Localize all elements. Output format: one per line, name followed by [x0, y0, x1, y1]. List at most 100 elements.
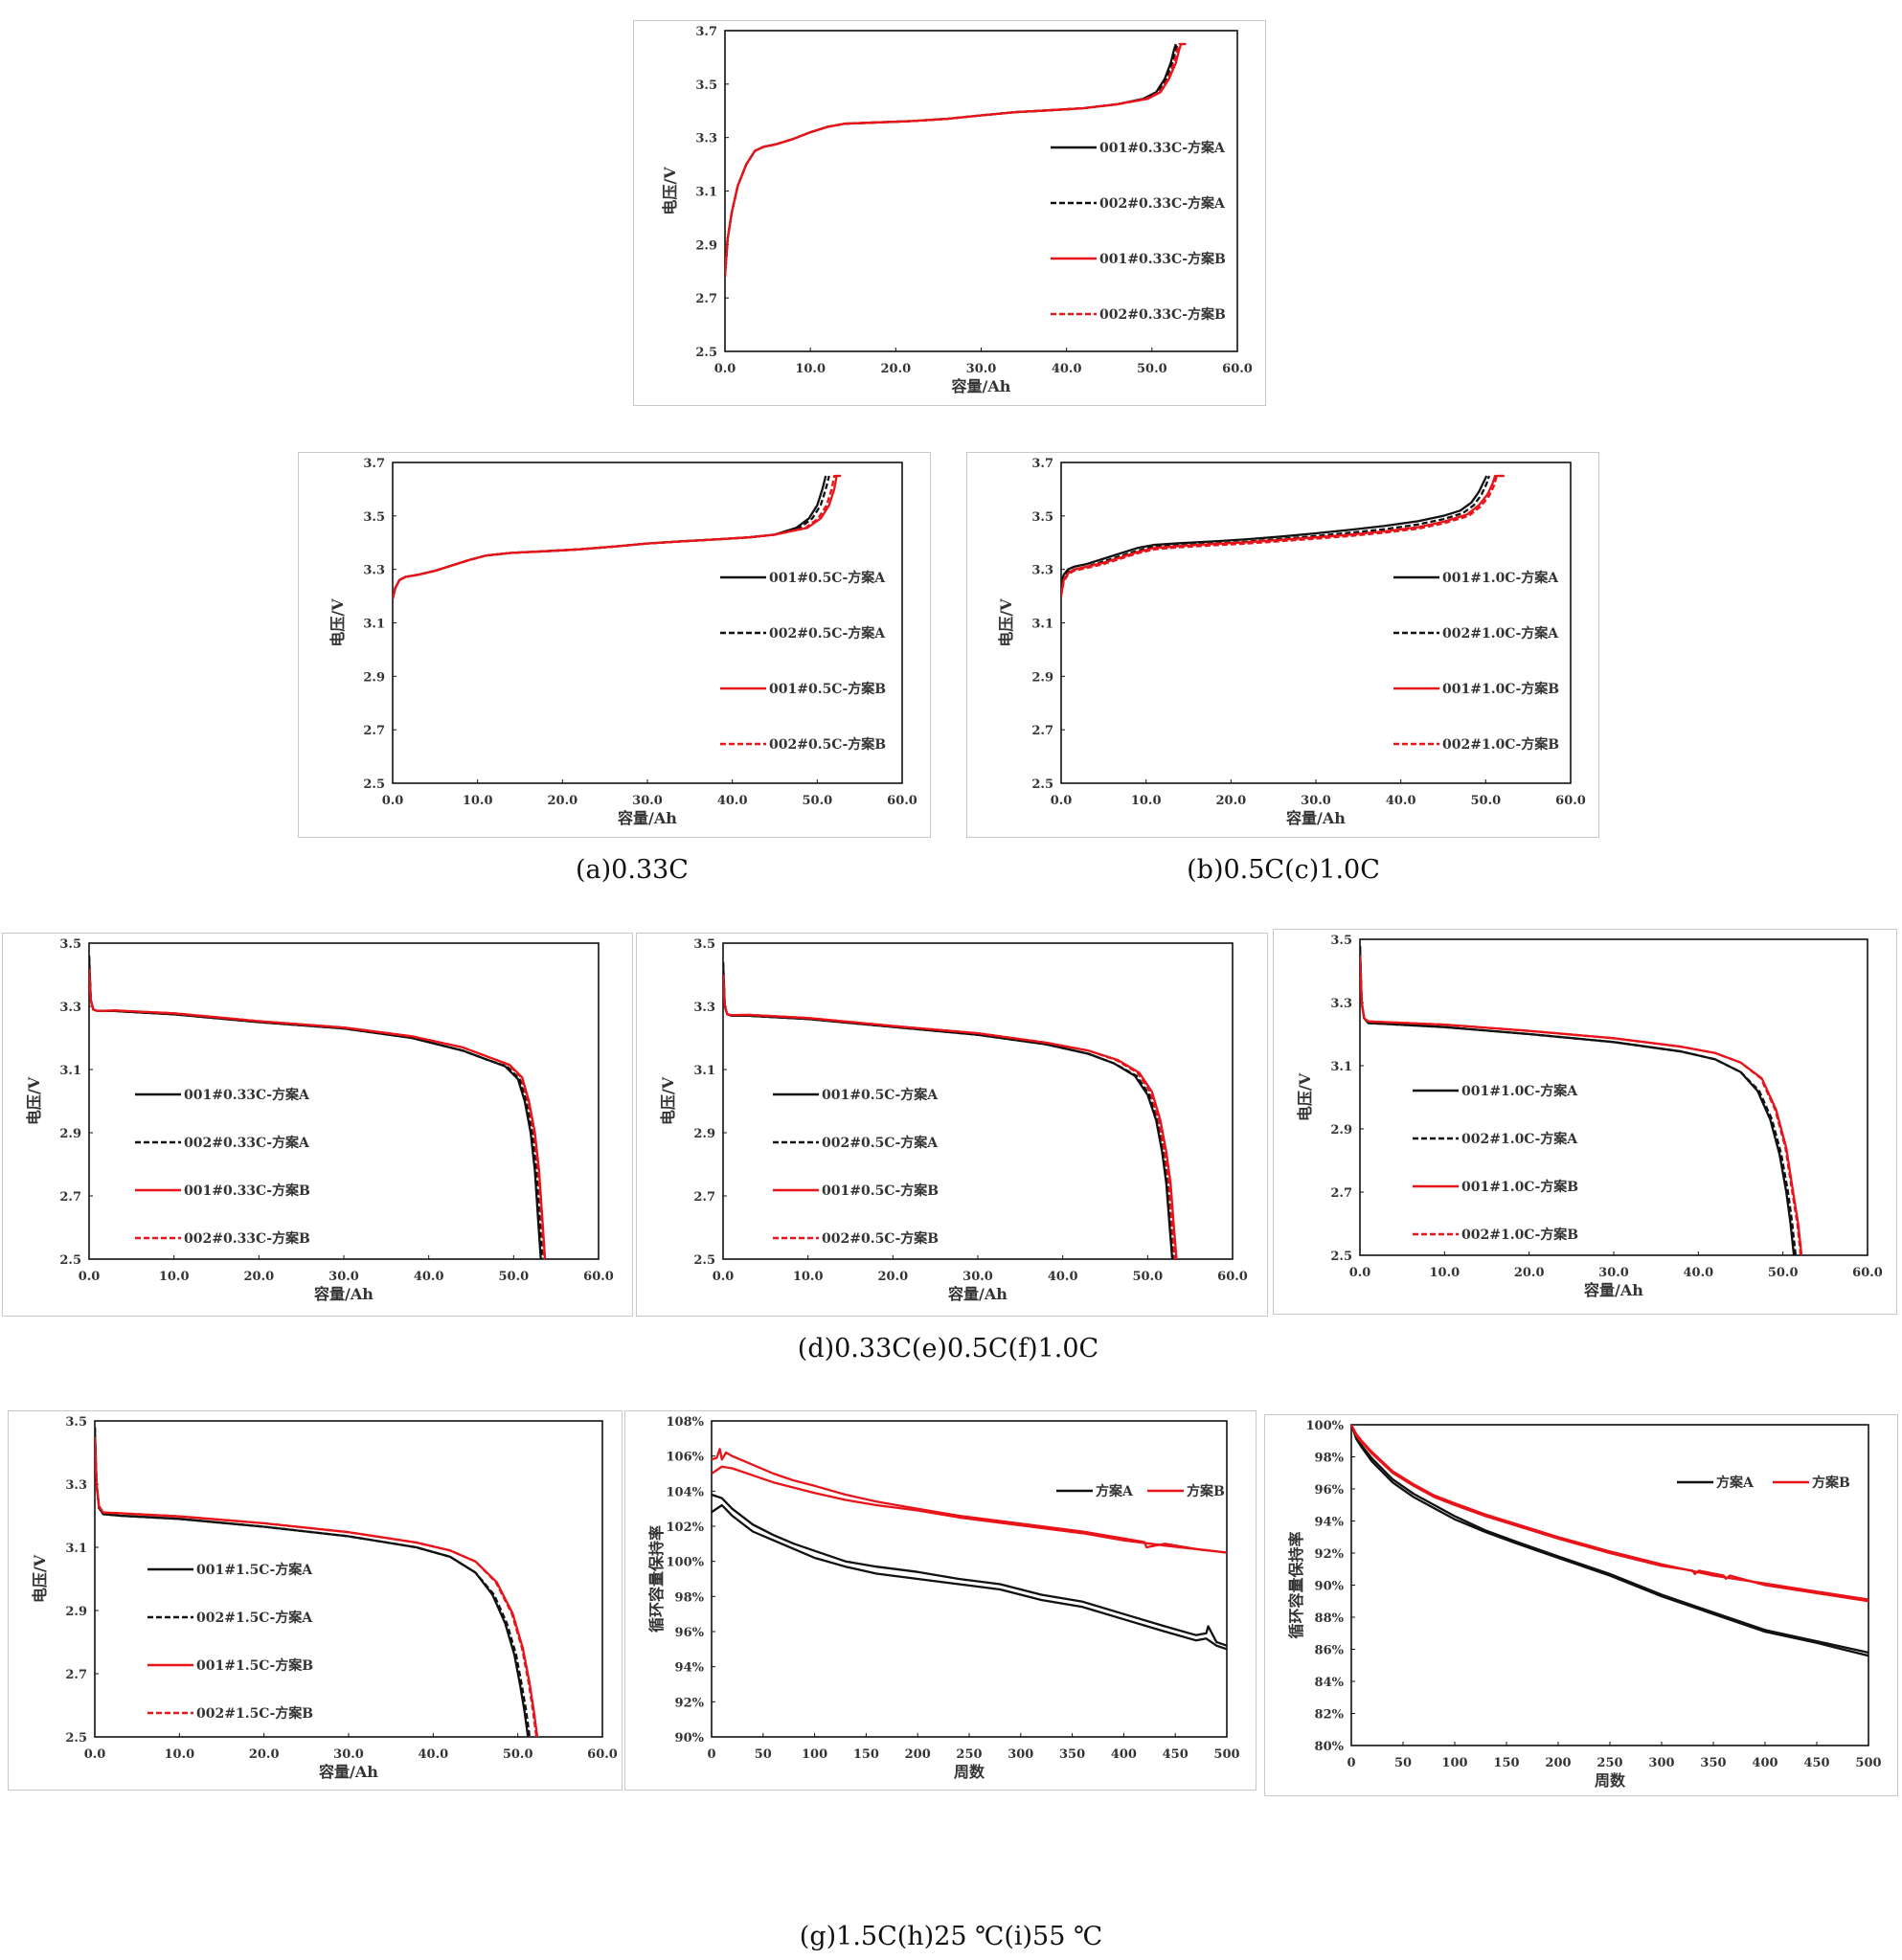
x-tick-label: 50 — [755, 1747, 772, 1762]
x-tick-label: 0.0 — [79, 1270, 101, 1284]
plot-frame — [1359, 938, 1868, 1256]
x-tick-label: 0.0 — [1349, 1266, 1371, 1280]
y-axis-label: 循环容量保持率 — [1287, 1531, 1305, 1638]
y-tick-label: 3.3 — [1330, 997, 1352, 1011]
plot-frame — [1350, 1424, 1869, 1746]
x-axis-label: 容量/Ah — [951, 377, 1011, 395]
y-tick-label: 96% — [1315, 1483, 1345, 1498]
y-tick-label: 102% — [667, 1521, 705, 1535]
y-tick-label: 2.5 — [363, 777, 385, 792]
y-tick-label: 3.1 — [65, 1542, 87, 1556]
x-tick-label: 20.0 — [877, 1270, 908, 1284]
series-line-1 — [1360, 945, 1796, 1255]
x-tick-label: 300 — [1648, 1756, 1674, 1770]
x-tick-label: 60.0 — [1555, 794, 1586, 808]
x-tick-label: 200 — [1545, 1756, 1571, 1770]
y-tick-label: 3.7 — [1031, 457, 1053, 471]
x-tick-label: 250 — [1596, 1756, 1622, 1770]
y-tick-label: 3.3 — [693, 1001, 715, 1015]
y-tick-label: 96% — [675, 1626, 705, 1640]
x-tick-label: 30.0 — [1301, 794, 1331, 808]
legend-label: 002#1.0C-方案B — [1442, 736, 1559, 753]
y-tick-label: 2.7 — [1031, 724, 1053, 738]
x-tick-label: 50.0 — [498, 1270, 529, 1284]
y-tick-label: 82% — [1315, 1708, 1345, 1723]
chart-panel-f: 2.5 2.7 2.9 3.1 3.3 3.5 0.0 10.0 20.0 30.0 40.0 50.… — [1273, 929, 1897, 1315]
x-tick-label: 40.0 — [1683, 1266, 1713, 1280]
plot-frame — [1060, 462, 1572, 784]
series-line-3 — [725, 42, 1187, 277]
x-tick-label: 60.0 — [1222, 362, 1253, 376]
caption-bc: (b)0.5C(c)1.0C — [1187, 855, 1380, 885]
y-tick-label: 3.3 — [1031, 564, 1053, 578]
series-line-1 — [393, 475, 827, 599]
chart-top-svg: 2.5 2.7 2.9 3.1 3.3 3.5 3.7 0.0 10.0 20.0 30.0 40.0… — [661, 25, 1253, 395]
y-tick-label: 3.1 — [363, 618, 385, 632]
x-tick-label: 150 — [1493, 1756, 1519, 1770]
caption-def: (d)0.33C(e)0.5C(f)1.0C — [797, 1334, 1099, 1363]
y-tick-label: 80% — [1315, 1740, 1345, 1754]
y-tick-label: 3.3 — [59, 1001, 81, 1015]
legend-label: 002#1.0C-方案A — [1461, 1131, 1578, 1147]
x-tick-label: 250 — [956, 1747, 982, 1762]
series-line-2 — [712, 1503, 1227, 1651]
legend-label: 001#0.33C-方案B — [1099, 251, 1226, 267]
legend-label: 002#1.5C-方案B — [196, 1705, 313, 1722]
y-tick-label: 2.7 — [693, 1190, 715, 1205]
x-axis-label: 容量/Ah — [1583, 1281, 1643, 1299]
x-tick-label: 10.0 — [1429, 1266, 1460, 1280]
x-axis-label: 容量/Ah — [947, 1285, 1008, 1303]
y-tick-label: 100% — [1306, 1419, 1345, 1433]
chart-panel-a: 2.5 2.7 2.9 3.1 3.3 3.5 3.7 0.0 10.0 20.0 30.0 40.0… — [298, 452, 931, 838]
x-tick-label: 150 — [853, 1747, 879, 1762]
caption-a: (a)0.33C — [576, 855, 689, 885]
y-tick-label: 3.5 — [1031, 510, 1053, 525]
x-tick-label: 40.0 — [717, 794, 748, 808]
series-line-1 — [1061, 475, 1488, 583]
legend-label: 方案B — [1812, 1475, 1850, 1491]
series-line-1 — [1351, 1425, 1868, 1657]
y-tick-label: 104% — [667, 1485, 705, 1499]
series-line-4 — [95, 1436, 538, 1737]
y-axis-label: 电压/V — [31, 1554, 49, 1603]
legend-label: 002#0.33C-方案B — [1099, 306, 1226, 323]
series-line-2 — [1061, 475, 1490, 592]
x-tick-label: 60.0 — [1852, 1266, 1883, 1280]
series-line-2 — [725, 43, 1179, 277]
plot-frame — [711, 1420, 1228, 1738]
chart-f-svg: 2.5 2.7 2.9 3.1 3.3 3.5 0.0 10.0 20.0 30.0 40.0 50.… — [1296, 934, 1883, 1299]
plot-frame — [88, 942, 600, 1260]
x-tick-label: 30.0 — [333, 1747, 364, 1762]
x-tick-label: 20.0 — [243, 1270, 274, 1284]
x-axis-label: 周数 — [1595, 1771, 1626, 1790]
y-tick-label: 2.9 — [1330, 1123, 1352, 1138]
x-tick-label: 50.0 — [1470, 794, 1501, 808]
series-line-4 — [1061, 474, 1505, 597]
legend-label: 001#1.0C-方案A — [1442, 570, 1559, 586]
series-line-1 — [89, 956, 542, 1259]
y-tick-label: 2.9 — [65, 1605, 87, 1619]
y-axis-label: 电压/V — [1296, 1072, 1314, 1121]
x-tick-label: 0.0 — [382, 794, 404, 808]
x-tick-label: 10.0 — [793, 1270, 824, 1284]
y-tick-label: 90% — [675, 1731, 705, 1746]
x-tick-label: 0.0 — [1051, 794, 1073, 808]
series-line-3 — [95, 1436, 539, 1737]
y-tick-label: 2.9 — [59, 1127, 81, 1141]
x-tick-label: 300 — [1008, 1747, 1033, 1762]
y-tick-label: 2.5 — [65, 1731, 87, 1746]
x-tick-label: 500 — [1213, 1747, 1239, 1762]
x-tick-label: 40.0 — [418, 1747, 448, 1762]
series-line-4 — [89, 968, 546, 1259]
x-axis-label: 容量/Ah — [617, 809, 677, 827]
x-tick-label: 350 — [1059, 1747, 1085, 1762]
series-line-4 — [723, 974, 1176, 1259]
legend-label: 001#1.5C-方案B — [196, 1657, 313, 1674]
legend-label: 002#0.33C-方案B — [184, 1230, 310, 1247]
y-tick-label: 3.1 — [695, 186, 717, 200]
y-axis-label: 循环容量保持率 — [647, 1525, 666, 1633]
legend-label: 001#0.33C-方案A — [1099, 140, 1226, 156]
x-tick-label: 20.0 — [1215, 794, 1246, 808]
x-tick-label: 40.0 — [1386, 794, 1416, 808]
y-axis-label: 电压/V — [997, 598, 1015, 647]
